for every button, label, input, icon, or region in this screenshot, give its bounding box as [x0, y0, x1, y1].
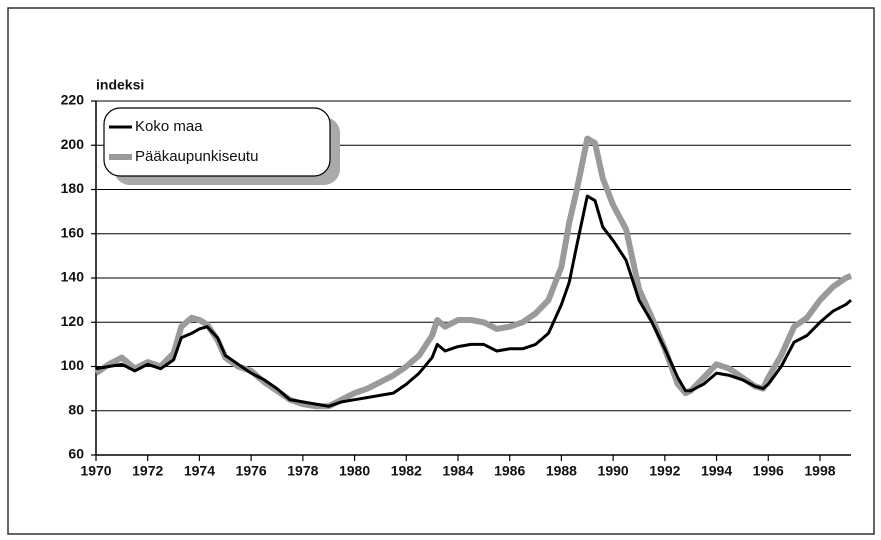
- legend-box: [103, 107, 331, 177]
- y-tick-label: 80: [68, 401, 84, 417]
- legend-label: Pääkaupunkiseutu: [135, 148, 258, 165]
- x-tick-label: 1970: [80, 463, 111, 479]
- y-tick-label: 140: [61, 269, 85, 285]
- series-line: [95, 194, 852, 408]
- y-tick-label: 200: [61, 136, 85, 152]
- x-tick-label: 1972: [132, 463, 163, 479]
- x-tick-label: 1980: [339, 463, 370, 479]
- x-tick-label: 1996: [753, 463, 784, 479]
- legend-label: Koko maa: [135, 118, 203, 135]
- y-tick-label: 120: [61, 313, 85, 329]
- x-tick-label: 1986: [494, 463, 525, 479]
- y-tick-label: 160: [61, 224, 85, 240]
- x-tick-label: 1992: [649, 463, 680, 479]
- y-tick-label: 180: [61, 180, 85, 196]
- x-tick-label: 1990: [598, 463, 629, 479]
- x-tick-label: 1978: [287, 463, 318, 479]
- x-tick-label: 1998: [804, 463, 835, 479]
- y-tick-label: 220: [61, 92, 85, 108]
- frame: [7, 7, 875, 535]
- x-tick-label: 1982: [391, 463, 422, 479]
- x-tick-label: 1976: [236, 463, 267, 479]
- x-tick-label: 1988: [546, 463, 577, 479]
- y-axis-label: indeksi: [96, 77, 144, 93]
- y-tick-label: 60: [68, 446, 84, 462]
- x-tick-label: 1994: [701, 463, 732, 479]
- x-tick-label: 1984: [442, 463, 473, 479]
- y-tick-label: 100: [61, 357, 85, 373]
- x-tick-label: 1974: [184, 463, 215, 479]
